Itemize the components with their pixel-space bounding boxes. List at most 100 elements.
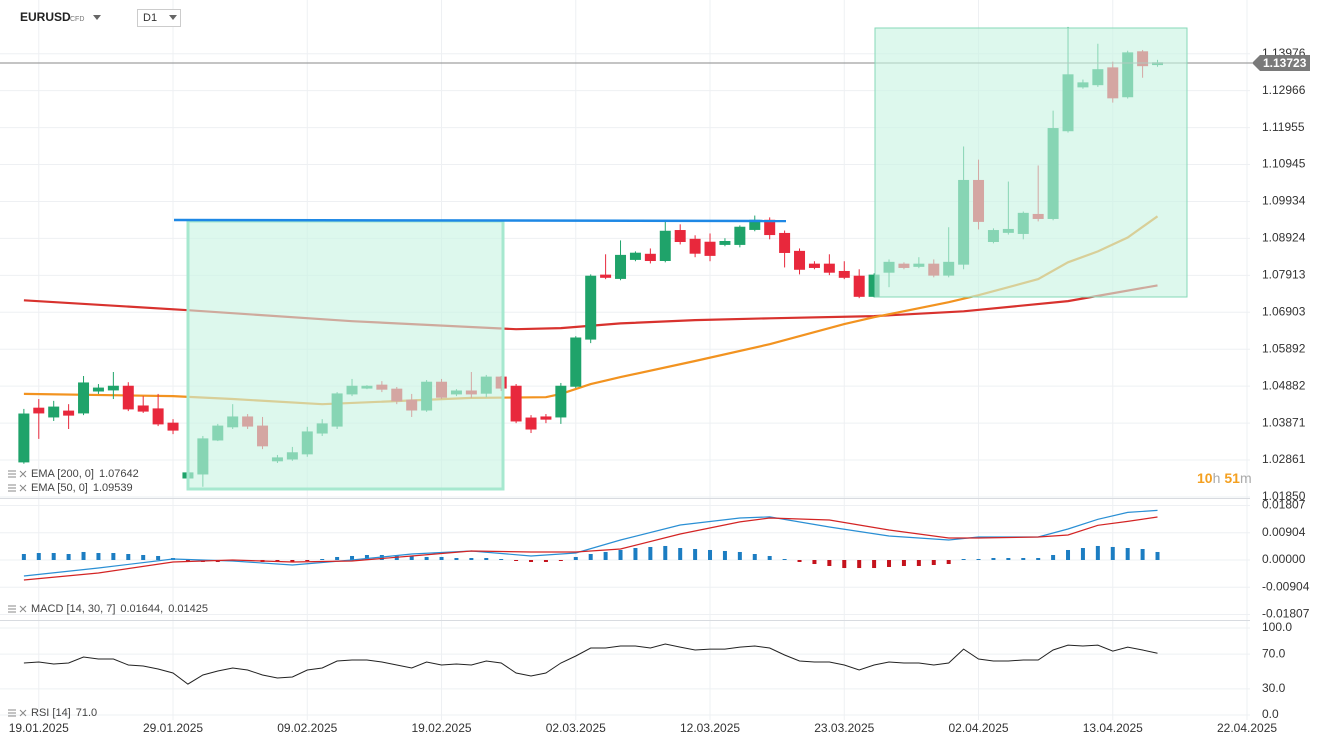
market: CFD	[70, 16, 84, 23]
timeframe[interactable]: D1	[143, 12, 157, 24]
histogram-bar	[722, 550, 727, 560]
histogram-bar	[514, 560, 519, 561]
histogram-bar	[1021, 558, 1026, 560]
candle-body	[734, 226, 746, 245]
y-tick-label: 1.11955	[1262, 120, 1305, 134]
histogram-bar	[499, 559, 504, 560]
candle-body	[152, 408, 164, 425]
labels-layer: EURUSD CFD D1 10h 51m EMA [200, 0] 1.07642…	[0, 9, 1310, 735]
y-tick-label: 1.06903	[1262, 304, 1306, 318]
candle-body	[823, 263, 835, 273]
histogram-bar	[737, 551, 742, 560]
histogram-bar	[111, 553, 116, 560]
x-tick-label: 22.04.2025	[1217, 721, 1277, 735]
y-tick-label: 1.01850	[1262, 489, 1306, 503]
indicator-line	[23, 516, 1158, 581]
histogram-bar	[872, 560, 877, 569]
histogram-bar	[439, 556, 444, 560]
histogram-bar	[1080, 548, 1085, 560]
y-tick-label: -0.01807	[1262, 607, 1310, 621]
x-tick-label: 09.02.2025	[277, 721, 337, 735]
legend-value: 1.07642	[99, 468, 139, 480]
legend-icons	[8, 470, 27, 717]
candle-body	[689, 238, 701, 254]
trend-line[interactable]	[173, 218, 787, 223]
y-tick-label: 1.12966	[1262, 83, 1306, 97]
histogram-bar	[693, 548, 698, 560]
histogram-bar	[543, 560, 548, 562]
x-tick-label: 23.03.2025	[814, 721, 874, 735]
histogram-bar	[36, 553, 41, 560]
y-tick-label: 1.03871	[1262, 415, 1306, 429]
histogram-bar	[1006, 558, 1011, 560]
histogram-bar	[1155, 551, 1160, 560]
candle-body	[600, 274, 612, 278]
candle-body	[78, 382, 90, 414]
histogram-bar	[96, 553, 101, 560]
candle-body	[704, 241, 716, 256]
histogram-bar	[827, 560, 832, 566]
y-tick-label: 30.0	[1262, 681, 1286, 695]
y-tick-label: 0.0	[1262, 707, 1279, 721]
last-price-tag	[1252, 55, 1310, 72]
histogram-bar	[752, 554, 757, 560]
histogram-bar	[335, 556, 340, 560]
histogram-bar	[320, 559, 325, 560]
timeframe-box[interactable]	[137, 9, 181, 27]
close-icon[interactable]	[19, 470, 27, 717]
legend-name: RSI [14]	[31, 707, 71, 719]
range-box[interactable]	[186, 219, 505, 491]
candle-body	[808, 263, 820, 268]
menu-icon[interactable]	[8, 470, 16, 717]
candle-body	[615, 254, 627, 279]
legend-value: 1.09539	[93, 482, 133, 494]
histogram-bar	[901, 560, 906, 566]
candle-body	[540, 416, 552, 420]
histogram-bar	[1066, 549, 1071, 560]
dropdown-arrow[interactable]	[93, 15, 101, 20]
histogram-bar	[708, 549, 713, 560]
x-tick-label: 13.04.2025	[1083, 721, 1143, 735]
candle-body	[794, 250, 806, 270]
legend-macd: MACD [14, 30, 7] 0.01644, 0.01425	[31, 603, 208, 615]
legend-ema200: EMA [200, 0] 1.07642	[31, 468, 139, 480]
histogram-bar	[454, 558, 459, 560]
histogram-bar	[678, 548, 683, 560]
dropdown-arrow[interactable]	[169, 15, 177, 20]
candle-body	[719, 240, 731, 245]
candle-body	[764, 219, 776, 236]
y-tick-label: 1.05892	[1262, 341, 1306, 355]
histogram-bar	[1140, 548, 1145, 560]
symbol[interactable]: EURUSD	[20, 10, 71, 24]
candle-body	[629, 252, 641, 260]
legend-name: EMA [50, 0]	[31, 482, 88, 494]
histogram-bar	[529, 560, 534, 562]
candle-body	[853, 275, 865, 297]
histogram-bar	[409, 555, 414, 560]
histogram-bar	[573, 556, 578, 560]
y-tick-label: 0.00000	[1262, 552, 1306, 566]
legend-name: EMA [200, 0]	[31, 468, 94, 480]
legend-value: 0.01425	[168, 603, 208, 615]
histogram-bar	[916, 560, 921, 566]
y-tick-label: 100.0	[1262, 620, 1292, 634]
range-box[interactable]	[874, 27, 1188, 298]
y-tick-label: 1.07913	[1262, 268, 1306, 282]
histogram-bar	[558, 560, 563, 561]
y-tick-label: 1.04882	[1262, 378, 1306, 392]
candle-body	[779, 232, 791, 253]
x-tick-label: 19.02.2025	[411, 721, 471, 735]
histogram-bar	[51, 553, 56, 560]
candle-body	[18, 413, 30, 463]
histogram-bar	[350, 555, 355, 560]
candle-body	[510, 385, 522, 422]
legend-value: 0.01644,	[120, 603, 163, 615]
candle-body	[92, 387, 104, 392]
histogram-bar	[648, 546, 653, 560]
candle-body	[585, 275, 597, 340]
histogram-bar	[1110, 546, 1115, 560]
y-tick-label: 70.0	[1262, 646, 1286, 660]
histogram-bar	[81, 551, 86, 560]
histogram-bar	[305, 560, 310, 561]
